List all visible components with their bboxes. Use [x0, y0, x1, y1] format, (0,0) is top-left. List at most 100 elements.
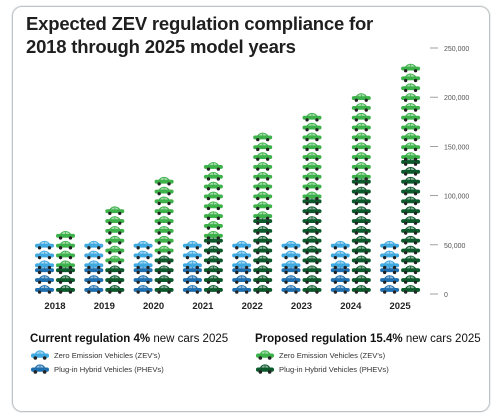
car-mark	[351, 196, 371, 206]
car-mark	[203, 245, 223, 255]
car-mark	[35, 275, 54, 284]
car-mark	[380, 285, 400, 294]
car-mark	[232, 260, 252, 270]
legend-proposed-suffix: new cars 2025	[405, 333, 481, 345]
car-mark	[351, 122, 371, 132]
car-mark	[351, 255, 371, 265]
car-mark	[281, 275, 301, 284]
car-mark	[105, 255, 125, 265]
x-tick-label: 2020	[143, 301, 164, 312]
car-mark	[203, 211, 223, 220]
car-mark	[105, 206, 125, 216]
legend-proposed-prefix: Proposed regulation	[255, 333, 367, 345]
car-mark	[401, 142, 421, 152]
car-mark	[302, 162, 322, 171]
y-tick-label: 0	[444, 292, 448, 299]
car-mark	[351, 245, 371, 255]
car-mark	[35, 260, 54, 270]
car-mark	[351, 103, 371, 112]
car-mark	[380, 275, 400, 284]
car-mark	[203, 255, 223, 265]
car-mark	[302, 132, 322, 142]
car-mark	[302, 216, 322, 225]
x-tick-label: 2021	[192, 301, 214, 312]
car-mark	[302, 171, 322, 181]
car-mark	[154, 186, 174, 196]
car-mark	[401, 83, 421, 93]
car-mark	[203, 162, 223, 171]
car-mark	[401, 245, 421, 255]
car-mark	[281, 240, 301, 250]
car-mark	[56, 240, 75, 250]
car-mark	[401, 285, 421, 294]
car-mark	[253, 285, 273, 294]
car-mark	[330, 250, 350, 260]
legend-current-phev-label: Plug-in Hybrid Vehicles (PHEVs)	[54, 364, 164, 374]
car-mark	[105, 285, 125, 294]
car-mark	[302, 255, 322, 265]
legend-current-pct: 4%	[133, 333, 151, 345]
car-mark	[84, 250, 104, 260]
car-mark	[401, 73, 421, 83]
car-mark	[302, 142, 322, 152]
car-mark	[154, 196, 174, 206]
car-mark	[56, 260, 75, 270]
car-mark	[133, 275, 153, 284]
car-mark	[281, 260, 301, 270]
car-mark	[232, 285, 252, 294]
x-tick-label: 2018	[44, 301, 65, 312]
legend-proposed-pct: 15.4%	[370, 333, 403, 345]
legend-current-zev-label: Zero Emission Vehicles (ZEV's)	[54, 350, 161, 360]
car-mark	[203, 265, 223, 275]
car-mark	[401, 167, 421, 176]
legend-proposed-zev-label: Zero Emission Vehicles (ZEV's)	[279, 350, 386, 360]
car-mark	[302, 226, 322, 235]
car-mark	[351, 112, 371, 122]
legend-proposed-phev: Plug-in Hybrid Vehicles (PHEVs)	[255, 364, 389, 374]
car-mark	[351, 235, 371, 245]
y-tick-label: 200,000	[444, 95, 469, 102]
x-tick-label: 2025	[390, 301, 412, 312]
car-mark	[330, 275, 350, 284]
car-icon-proposed-phev	[256, 364, 274, 374]
car-mark	[401, 93, 421, 102]
car-mark	[401, 265, 421, 275]
car-mark	[84, 285, 104, 294]
car-mark	[154, 255, 174, 265]
car-mark	[401, 103, 421, 112]
x-tick-label: 2019	[94, 301, 115, 312]
car-mark	[253, 275, 273, 284]
car-mark	[302, 181, 322, 191]
car-mark	[302, 112, 322, 122]
car-mark	[351, 171, 371, 181]
car-mark	[182, 285, 202, 294]
car-mark	[351, 93, 371, 102]
legend-current-zev: Zero Emission Vehicles (ZEV's)	[30, 350, 160, 360]
car-mark	[401, 112, 421, 122]
car-mark	[154, 216, 174, 225]
car-mark	[203, 201, 223, 211]
car-mark	[330, 260, 350, 270]
car-mark	[105, 235, 125, 245]
x-tick-label: 2022	[242, 301, 263, 312]
car-mark	[351, 186, 371, 196]
car-mark	[253, 216, 273, 225]
car-mark	[203, 191, 223, 201]
car-mark	[351, 265, 371, 275]
car-mark	[253, 245, 273, 255]
car-mark	[401, 206, 421, 216]
car-mark	[105, 265, 125, 275]
car-mark	[351, 216, 371, 225]
car-mark	[203, 230, 223, 240]
car-mark	[154, 265, 174, 275]
car-mark	[401, 176, 421, 186]
car-mark	[154, 176, 174, 186]
car-mark	[281, 285, 301, 294]
y-tick-label: 150,000	[444, 144, 469, 151]
car-mark	[401, 152, 421, 161]
car-mark	[401, 235, 421, 245]
car-mark	[35, 285, 54, 294]
car-mark	[232, 275, 252, 284]
car-icon-proposed-zev	[256, 350, 274, 360]
